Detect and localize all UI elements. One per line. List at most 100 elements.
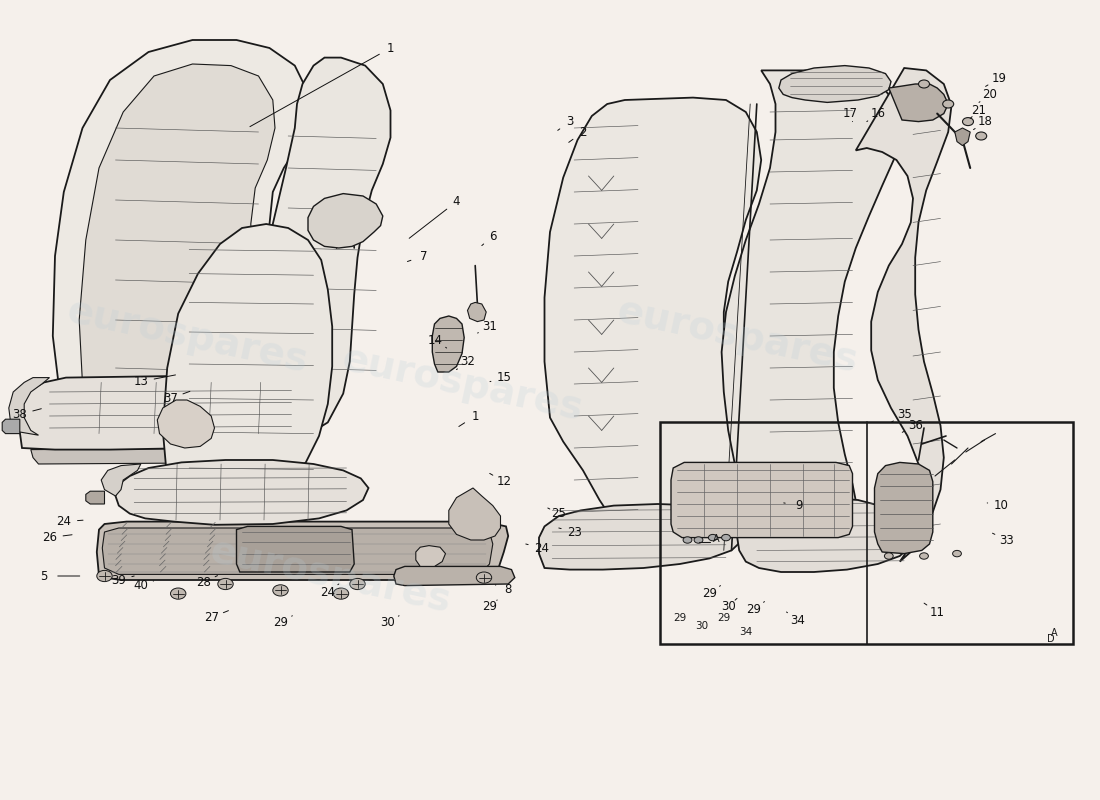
- PathPatch shape: [432, 316, 464, 372]
- Text: 8: 8: [505, 583, 512, 596]
- Circle shape: [273, 585, 288, 596]
- Text: 1: 1: [472, 410, 478, 422]
- Text: 37: 37: [163, 392, 178, 405]
- PathPatch shape: [889, 84, 948, 122]
- Circle shape: [722, 534, 730, 541]
- Text: 36: 36: [908, 419, 923, 432]
- PathPatch shape: [262, 58, 390, 436]
- Text: D: D: [1047, 634, 1055, 643]
- Text: 35: 35: [896, 408, 912, 421]
- Circle shape: [708, 534, 717, 541]
- PathPatch shape: [955, 128, 970, 146]
- Text: 29: 29: [482, 600, 497, 613]
- Text: 15: 15: [496, 371, 512, 384]
- Text: 19: 19: [991, 72, 1006, 85]
- Text: 31: 31: [482, 320, 497, 333]
- PathPatch shape: [539, 504, 746, 570]
- Text: 30: 30: [720, 600, 736, 613]
- Circle shape: [920, 553, 928, 559]
- Text: 4: 4: [453, 195, 460, 208]
- Circle shape: [350, 578, 365, 590]
- Text: 2: 2: [580, 126, 586, 138]
- Text: 38: 38: [12, 408, 28, 421]
- PathPatch shape: [394, 566, 515, 586]
- PathPatch shape: [53, 40, 308, 442]
- PathPatch shape: [79, 64, 275, 426]
- Text: 33: 33: [999, 534, 1014, 546]
- Text: 10: 10: [993, 499, 1009, 512]
- Text: A: A: [713, 534, 719, 544]
- Bar: [660, 422, 1072, 644]
- Text: 29: 29: [273, 616, 288, 629]
- Text: 34: 34: [739, 627, 752, 637]
- Text: eurospares: eurospares: [613, 292, 861, 380]
- Text: 26: 26: [42, 531, 57, 544]
- Circle shape: [170, 588, 186, 599]
- Text: eurospares: eurospares: [206, 532, 454, 620]
- PathPatch shape: [544, 98, 761, 554]
- Text: 27: 27: [204, 611, 219, 624]
- Circle shape: [884, 553, 893, 559]
- PathPatch shape: [856, 68, 952, 562]
- PathPatch shape: [449, 488, 500, 540]
- Text: 29: 29: [746, 603, 761, 616]
- Circle shape: [333, 588, 349, 599]
- Text: 1: 1: [387, 42, 394, 54]
- Text: 16: 16: [870, 107, 886, 120]
- Text: 6: 6: [490, 230, 496, 242]
- Text: 12: 12: [496, 475, 512, 488]
- PathPatch shape: [116, 460, 368, 525]
- PathPatch shape: [163, 224, 332, 506]
- Text: 11: 11: [930, 606, 945, 618]
- Text: 24: 24: [534, 542, 549, 554]
- Circle shape: [476, 572, 492, 583]
- Text: 18: 18: [978, 115, 993, 128]
- Text: 30: 30: [695, 621, 708, 630]
- Text: 40: 40: [133, 579, 148, 592]
- PathPatch shape: [416, 546, 446, 566]
- Text: 9: 9: [795, 499, 802, 512]
- Circle shape: [918, 80, 930, 88]
- Text: 24: 24: [320, 586, 336, 598]
- PathPatch shape: [97, 522, 508, 580]
- Text: 39: 39: [111, 574, 126, 586]
- Text: 29: 29: [717, 613, 730, 622]
- PathPatch shape: [779, 66, 891, 102]
- PathPatch shape: [468, 302, 486, 322]
- Text: 34: 34: [790, 614, 805, 626]
- Text: 29: 29: [702, 587, 717, 600]
- Text: 28: 28: [196, 576, 211, 589]
- PathPatch shape: [31, 448, 295, 464]
- Circle shape: [97, 570, 112, 582]
- Text: 5: 5: [41, 570, 47, 582]
- PathPatch shape: [722, 70, 900, 568]
- Text: eurospares: eurospares: [63, 292, 311, 380]
- Circle shape: [683, 537, 692, 543]
- Text: eurospares: eurospares: [338, 340, 586, 428]
- PathPatch shape: [9, 378, 50, 435]
- PathPatch shape: [2, 419, 20, 434]
- PathPatch shape: [737, 498, 915, 572]
- Text: 13: 13: [133, 375, 148, 388]
- PathPatch shape: [102, 528, 493, 574]
- Text: A: A: [1050, 628, 1057, 638]
- Text: 3: 3: [566, 115, 573, 128]
- PathPatch shape: [86, 491, 104, 504]
- PathPatch shape: [20, 376, 319, 450]
- Circle shape: [953, 550, 961, 557]
- Text: 21: 21: [971, 104, 987, 117]
- Text: 14: 14: [428, 334, 443, 346]
- Circle shape: [218, 578, 233, 590]
- PathPatch shape: [157, 400, 214, 448]
- Text: 7: 7: [420, 250, 427, 262]
- Text: 29: 29: [673, 613, 686, 622]
- Circle shape: [943, 100, 954, 108]
- Text: 30: 30: [379, 616, 395, 629]
- Text: 20: 20: [982, 88, 998, 101]
- Text: 23: 23: [566, 526, 582, 538]
- PathPatch shape: [671, 462, 852, 538]
- Circle shape: [694, 537, 703, 543]
- Text: 24: 24: [56, 515, 72, 528]
- PathPatch shape: [236, 526, 354, 572]
- Circle shape: [976, 132, 987, 140]
